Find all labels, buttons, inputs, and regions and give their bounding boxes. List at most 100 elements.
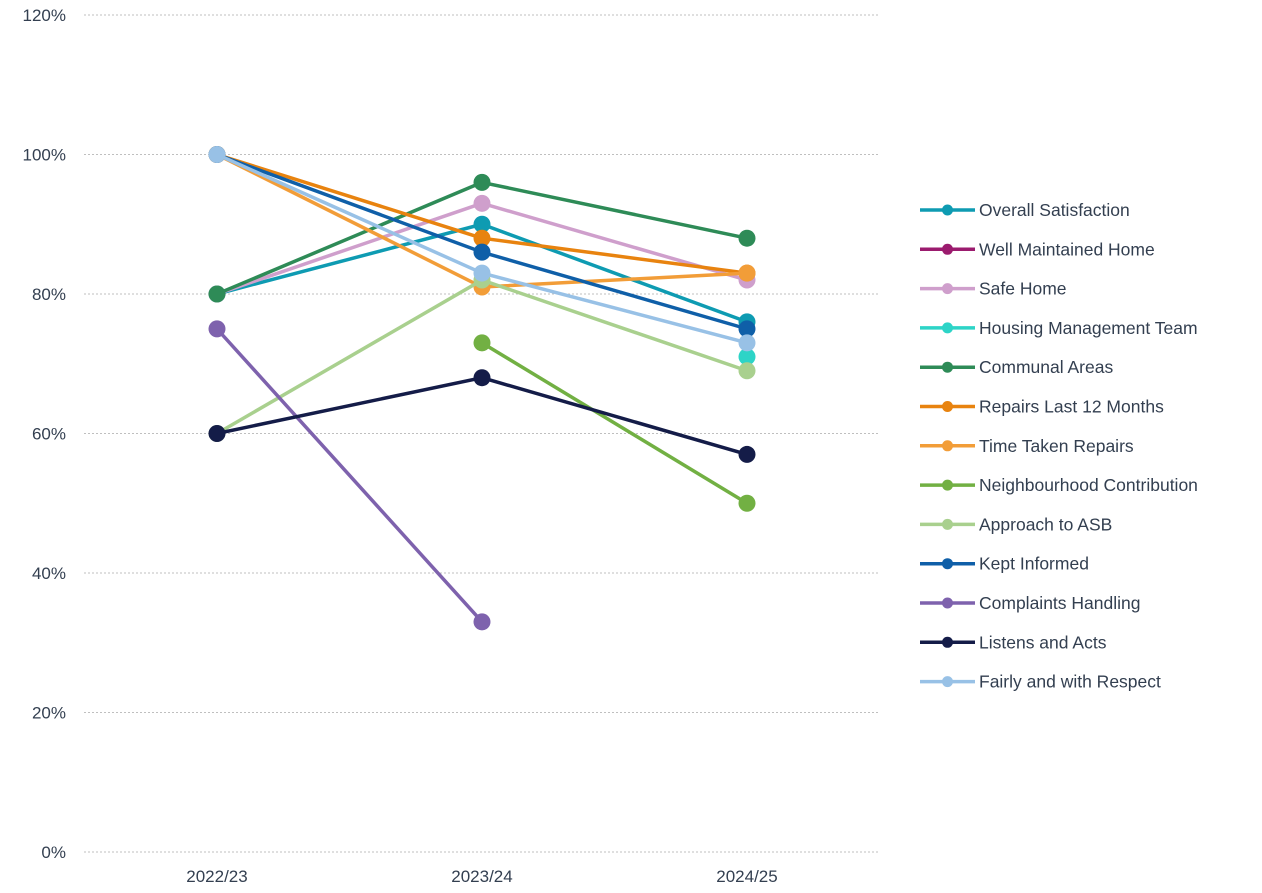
legend-marker: [942, 440, 953, 452]
data-point: [473, 613, 491, 631]
series-communal-areas: [208, 173, 756, 303]
data-point: [208, 320, 226, 338]
data-point: [473, 334, 491, 352]
series-neighbourhood-contribution: [473, 334, 756, 512]
data-point: [738, 334, 756, 352]
legend-label: Kept Informed: [979, 554, 1089, 574]
data-point: [738, 494, 756, 512]
series-fairly-and-with-respect: [208, 146, 756, 352]
data-point: [473, 264, 491, 282]
legend-marker: [942, 204, 953, 216]
legend-marker: [942, 558, 953, 570]
y-tick-label: 40%: [32, 564, 66, 583]
data-point: [208, 425, 226, 442]
y-tick-label: 80%: [32, 285, 66, 304]
legend-marker: [942, 361, 953, 373]
legend-label: Listens and Acts: [979, 632, 1107, 652]
series-line-segment: [480, 236, 749, 275]
series-line-segment: [215, 222, 484, 296]
legend-marker: [942, 597, 953, 609]
series-line-segment: [215, 201, 484, 296]
legend-item: Neighbourhood Contribution: [920, 475, 1198, 495]
data-point: [473, 229, 491, 247]
data-point: [208, 285, 226, 303]
legend-item: Time Taken Repairs: [920, 436, 1134, 456]
legend-marker: [942, 322, 953, 334]
legend-item: Complaints Handling: [920, 593, 1140, 613]
series-line-segment: [215, 152, 484, 289]
legend-label: Neighbourhood Contribution: [979, 475, 1198, 495]
data-point: [738, 229, 756, 247]
data-point: [473, 243, 491, 261]
series-line-segment: [215, 180, 484, 296]
series-line-segment: [215, 152, 484, 275]
legend-label: Overall Satisfaction: [979, 200, 1130, 220]
legend-item: Kept Informed: [920, 554, 1089, 574]
data-point: [473, 173, 491, 191]
series-line-segment: [480, 222, 749, 324]
series-lines: [208, 146, 756, 631]
data-point: [473, 369, 491, 387]
legend-marker: [942, 518, 953, 530]
y-axis-tick-labels: 0% 20% 40% 60% 80% 100% 120%: [23, 6, 66, 862]
legend-item: Approach to ASB: [920, 514, 1112, 534]
series-line-segment: [480, 180, 749, 240]
series-housing-management-team: [738, 348, 756, 366]
legend-label: Fairly and with Respect: [979, 672, 1161, 692]
series-line-segment: [480, 375, 749, 457]
legend-marker: [942, 243, 953, 255]
legend-label: Safe Home: [979, 279, 1067, 299]
legend-item: Communal Areas: [920, 357, 1113, 377]
legend-marker: [942, 676, 953, 688]
x-tick-label: 2023/24: [451, 867, 512, 886]
legend-item: Fairly and with Respect: [920, 672, 1161, 692]
y-tick-label: 0%: [41, 843, 66, 862]
data-point: [738, 320, 756, 338]
series-listens-and-acts: [208, 369, 756, 463]
series-line-segment: [215, 375, 484, 436]
y-tick-label: 100%: [23, 146, 66, 165]
x-tick-label: 2024/25: [716, 867, 777, 886]
data-point: [738, 264, 756, 282]
legend-label: Housing Management Team: [979, 318, 1198, 338]
legend-item: Listens and Acts: [920, 632, 1107, 652]
legend: Overall Satisfaction Well Maintained Home…: [920, 200, 1198, 692]
series-line-segment: [215, 327, 484, 624]
y-tick-label: 20%: [32, 704, 66, 723]
legend-item: Housing Management Team: [920, 318, 1198, 338]
series-line-segment: [480, 278, 749, 373]
legend-label: Time Taken Repairs: [979, 436, 1134, 456]
legend-label: Repairs Last 12 Months: [979, 397, 1164, 417]
legend-marker: [942, 401, 953, 412]
x-tick-label: 2022/23: [186, 867, 247, 886]
data-point: [738, 445, 756, 463]
x-axis-tick-labels: 2022/23 2023/24 2024/25: [186, 867, 777, 886]
data-point: [738, 362, 756, 380]
series-complaints-handling: [208, 320, 491, 631]
y-tick-label: 120%: [23, 6, 66, 25]
series-line-segment: [215, 152, 484, 240]
legend-marker: [942, 636, 953, 648]
data-point: [738, 348, 756, 366]
legend-item: Safe Home: [920, 279, 1067, 299]
series-line-segment: [215, 152, 484, 254]
legend-item: Repairs Last 12 Months: [920, 397, 1164, 417]
series-line-segment: [215, 278, 484, 436]
data-point: [473, 194, 491, 212]
legend-marker: [942, 283, 953, 295]
legend-label: Well Maintained Home: [979, 239, 1155, 259]
legend-item: Well Maintained Home: [920, 239, 1155, 259]
series-line-segment: [480, 271, 749, 345]
y-tick-label: 60%: [32, 425, 66, 444]
series-line-segment: [480, 250, 749, 331]
legend-label: Approach to ASB: [979, 514, 1112, 534]
data-point: [473, 215, 491, 233]
legend-label: Complaints Handling: [979, 593, 1140, 613]
legend-marker: [942, 479, 953, 491]
data-point: [208, 146, 226, 163]
legend-item: Overall Satisfaction: [920, 200, 1130, 220]
gridlines: [84, 14, 880, 853]
series-line-segment: [480, 341, 749, 505]
